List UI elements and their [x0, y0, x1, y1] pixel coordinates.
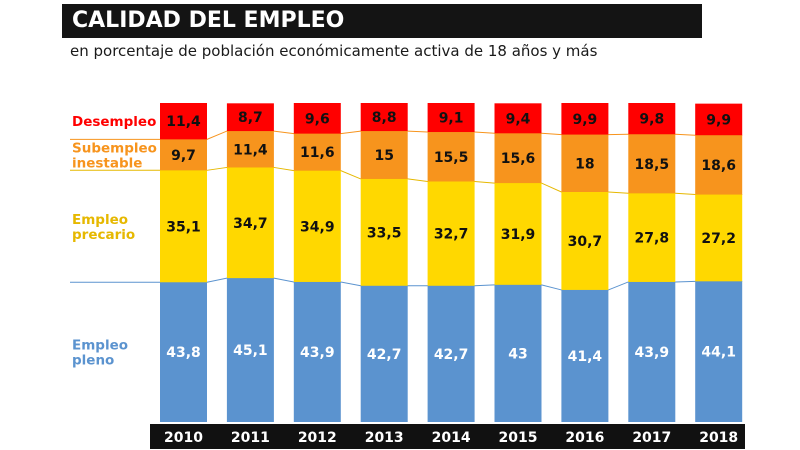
year-label-2014: 2014: [432, 430, 471, 446]
bar-empleo-pleno-2015: [494, 284, 542, 422]
data-label-empleo-pleno-2013: 42,7: [367, 347, 402, 363]
year-label-2013: 2013: [365, 430, 404, 446]
year-label-2012: 2012: [298, 430, 337, 446]
bar-subempleo-inestable-2018: [695, 135, 743, 195]
legend-label-empleo-pleno: Empleo pleno: [72, 338, 128, 369]
bar-empleo-precario-2018: [695, 194, 743, 282]
chart-title: CALIDAD DEL EMPLEO: [62, 4, 702, 38]
data-label-desempleo-2015: 9,4: [506, 111, 531, 127]
data-label-subempleo-inestable-2012: 11,6: [300, 145, 335, 161]
bar-subempleo-inestable-2014: [427, 132, 475, 182]
data-label-subempleo-inestable-2016: 18: [575, 156, 594, 172]
bar-desempleo-2016: [561, 103, 609, 135]
bar-subempleo-inestable-2015: [494, 133, 542, 184]
data-label-empleo-pleno-2018: 44,1: [701, 345, 736, 361]
data-label-empleo-precario-2010: 35,1: [166, 219, 201, 235]
data-label-empleo-pleno-2014: 42,7: [434, 347, 469, 363]
bar-empleo-pleno-2016: [561, 289, 609, 422]
bar-desempleo-2018: [695, 103, 743, 136]
data-label-subempleo-inestable-2018: 18,6: [701, 158, 736, 174]
bar-subempleo-inestable-2013: [360, 131, 408, 179]
bar-empleo-precario-2013: [360, 178, 408, 286]
data-label-empleo-precario-2013: 33,5: [367, 225, 402, 241]
chart-subtitle: en porcentaje de población económicament…: [70, 42, 598, 60]
data-label-desempleo-2011: 8,7: [238, 110, 263, 126]
bar-desempleo-2017: [628, 103, 676, 135]
bar-subempleo-inestable-2016: [561, 134, 609, 193]
data-label-empleo-pleno-2010: 43,8: [166, 345, 201, 361]
bar-empleo-precario-2017: [628, 193, 676, 282]
data-label-empleo-precario-2018: 27,2: [701, 231, 736, 247]
data-label-empleo-precario-2012: 34,9: [300, 219, 335, 235]
year-label-2018: 2018: [699, 430, 738, 446]
bar-empleo-pleno-2011: [226, 278, 274, 422]
legend-label-subempleo-inestable: Subempleo inestable: [72, 140, 157, 171]
bar-empleo-precario-2014: [427, 181, 475, 286]
bar-empleo-precario-2012: [293, 170, 341, 282]
bar-subempleo-inestable-2011: [226, 131, 274, 168]
bar-empleo-pleno-2014: [427, 285, 475, 422]
bar-desempleo-2010: [160, 103, 207, 140]
bar-desempleo-2012: [293, 103, 341, 134]
data-label-subempleo-inestable-2010: 9,7: [171, 148, 196, 164]
year-label-2016: 2016: [565, 430, 604, 446]
bar-empleo-precario-2016: [561, 192, 609, 290]
data-label-subempleo-inestable-2015: 15,6: [501, 151, 536, 167]
bar-empleo-precario-2011: [226, 167, 274, 279]
data-label-desempleo-2010: 11,4: [166, 114, 201, 130]
bar-empleo-precario-2010: [160, 170, 207, 283]
data-label-desempleo-2018: 9,9: [706, 112, 731, 128]
legend-label-empleo-precario: Empleo precario: [72, 212, 135, 243]
data-label-desempleo-2016: 9,9: [572, 112, 597, 128]
bar-subempleo-inestable-2012: [293, 133, 341, 171]
bar-subempleo-inestable-2010: [160, 139, 207, 171]
bar-empleo-pleno-2018: [695, 281, 743, 422]
data-label-desempleo-2013: 8,8: [372, 110, 397, 126]
year-label-2017: 2017: [632, 430, 671, 446]
bar-desempleo-2011: [226, 103, 274, 132]
bar-desempleo-2014: [427, 103, 475, 133]
bar-desempleo-2015: [494, 103, 542, 134]
year-label-2015: 2015: [499, 430, 538, 446]
data-label-desempleo-2012: 9,6: [305, 111, 330, 127]
data-label-empleo-pleno-2016: 41,4: [568, 349, 603, 365]
data-label-subempleo-inestable-2014: 15,5: [434, 150, 469, 166]
data-label-desempleo-2014: 9,1: [439, 111, 464, 127]
data-label-empleo-precario-2014: 32,7: [434, 227, 469, 243]
bar-empleo-pleno-2012: [293, 281, 341, 422]
legend-label-desempleo: Desempleo: [72, 114, 156, 130]
data-label-empleo-pleno-2012: 43,9: [300, 345, 335, 361]
data-label-empleo-precario-2011: 34,7: [233, 216, 268, 232]
data-label-empleo-precario-2015: 31,9: [501, 227, 536, 243]
data-label-empleo-pleno-2017: 43,9: [635, 345, 670, 361]
bar-desempleo-2013: [360, 103, 408, 132]
bar-empleo-precario-2015: [494, 183, 542, 285]
bar-empleo-pleno-2010: [160, 282, 207, 422]
year-label-2010: 2010: [164, 430, 203, 446]
data-label-empleo-precario-2016: 30,7: [568, 234, 603, 250]
year-axis-band: [150, 424, 745, 449]
data-label-subempleo-inestable-2013: 15: [374, 148, 393, 164]
data-label-empleo-precario-2017: 27,8: [635, 231, 670, 247]
bar-empleo-pleno-2013: [360, 285, 408, 422]
year-label-2011: 2011: [231, 430, 270, 446]
bar-empleo-pleno-2017: [628, 281, 676, 422]
data-label-subempleo-inestable-2017: 18,5: [635, 157, 670, 173]
data-label-empleo-pleno-2011: 45,1: [233, 343, 268, 359]
bar-subempleo-inestable-2017: [628, 134, 676, 194]
data-label-desempleo-2017: 9,8: [639, 112, 664, 128]
data-label-empleo-pleno-2015: 43: [508, 346, 527, 362]
data-label-subempleo-inestable-2011: 11,4: [233, 142, 268, 158]
